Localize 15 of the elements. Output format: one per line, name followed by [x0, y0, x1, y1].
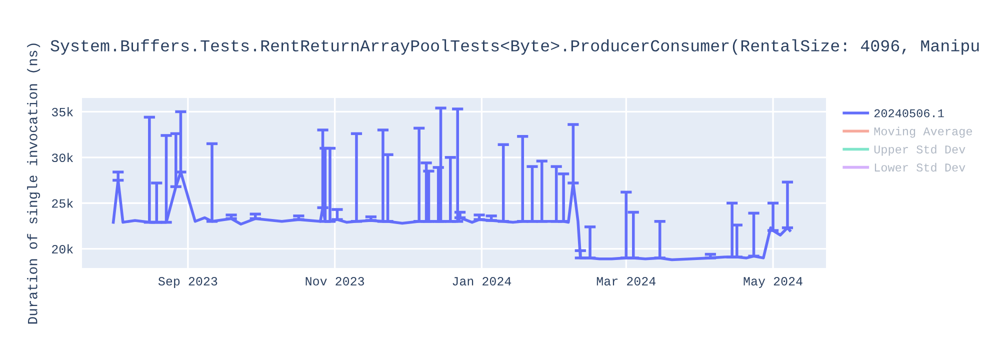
y-axis-title: Duration of single invocation (ns) [27, 44, 40, 324]
x-tick-label: May 2024 [744, 277, 802, 288]
x-tick-label: Jan 2024 [452, 277, 512, 286]
legend-label: Upper Std Dev [874, 144, 966, 156]
x-tick-label: Nov 2023 [306, 277, 364, 286]
y-tick-label: 35k [52, 107, 74, 116]
legend-label: 20240506.1 [874, 109, 944, 118]
chart-title: System.Buffers.Tests.RentReturnArrayPoolTests<Byte>.ProducerConsumer(RentalSize: 4096, Manipu [50, 39, 979, 55]
y-tick-label: 20k [52, 244, 74, 254]
legend-label: Moving Average [874, 126, 972, 138]
x-tick-label: Sep 2023 [158, 277, 218, 288]
x-tick-label: Mar 2024 [596, 277, 656, 286]
y-tick-label: 30k [52, 152, 74, 162]
legend-label: Lower Std Dev [874, 162, 966, 172]
y-tick-label: 25k [52, 198, 74, 208]
